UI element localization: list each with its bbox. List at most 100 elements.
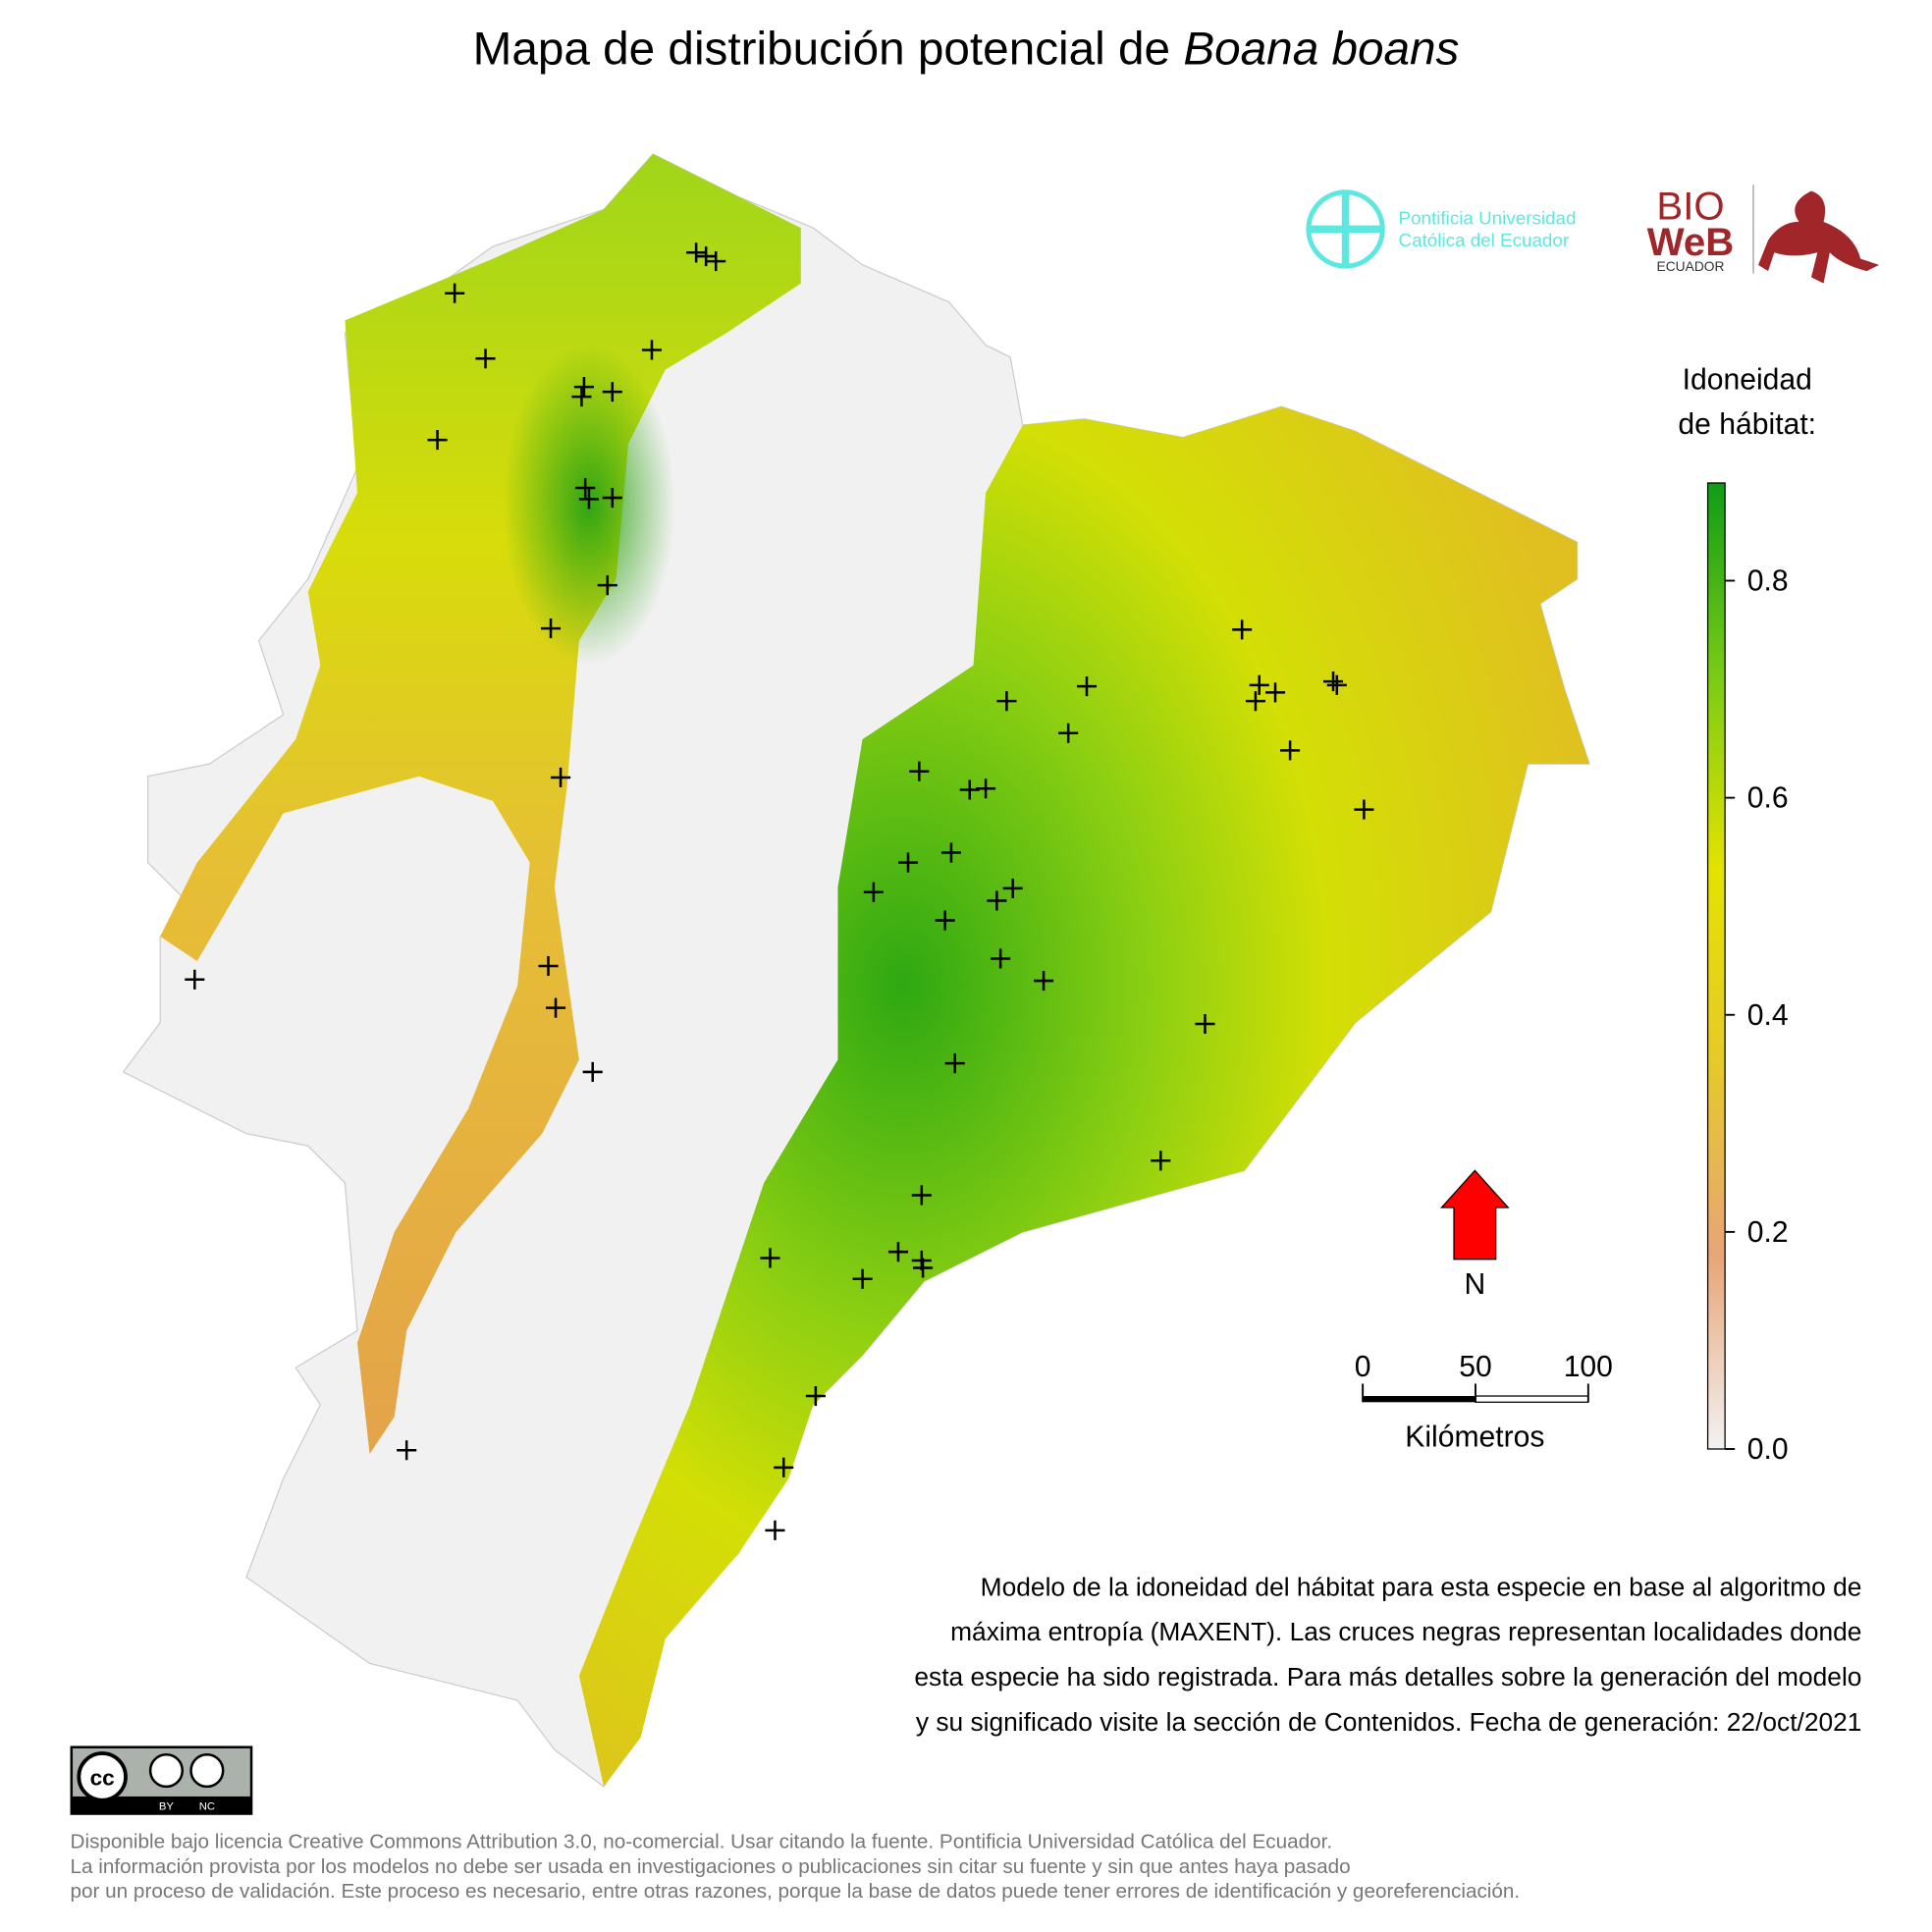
locality-cross (1322, 671, 1344, 692)
locality-cross (1058, 723, 1079, 743)
locality-cross (540, 618, 562, 639)
locality-cross (913, 1258, 934, 1278)
locality-cross (852, 1268, 873, 1289)
north-label: N (1464, 1268, 1485, 1301)
locality-cross (427, 430, 448, 451)
locality-cross (911, 1185, 932, 1206)
locality-cross (696, 246, 717, 267)
locality-cross (1151, 1151, 1171, 1171)
locality-cross (1264, 682, 1286, 703)
locality-cross (935, 910, 955, 931)
description-line: máxima entropía (MAXENT). Las cruces neg… (950, 1617, 1861, 1646)
locality-cross (991, 948, 1011, 969)
colorbar: Idoneidad de hábitat: 0.0 0.2 0.4 0.6 0.8 (1678, 364, 1816, 1466)
map-title: Mapa de distribución potencial de Boana … (473, 23, 1460, 75)
locality-cross (551, 767, 571, 788)
svg-text:cc: cc (90, 1766, 115, 1791)
badge-label: BY (159, 1801, 175, 1813)
license: Disponible bajo licencia Creative Common… (71, 1831, 1521, 1903)
locality-cross (475, 349, 496, 369)
scale-label: 100 (1564, 1351, 1613, 1383)
logo-bioweb: BIO WeB ECUADOR (1647, 184, 1880, 284)
locality-cross (1354, 799, 1374, 820)
locality-cross (571, 387, 592, 407)
suitability-east (578, 406, 1590, 1787)
colorbar-tick-label: 0.0 (1747, 1433, 1789, 1466)
locality-cross (996, 691, 1017, 712)
locality-cross (976, 778, 996, 799)
locality-cross (686, 242, 707, 263)
description-line: esta especie ha sido registrada. Para má… (914, 1662, 1861, 1691)
locality-cross (445, 283, 465, 303)
suitability-west (160, 153, 801, 1455)
description: Modelo de la idoneidad del hábitat para … (914, 1572, 1861, 1736)
frog-icon (1758, 190, 1880, 284)
locality-cross (909, 761, 930, 781)
locality-cross (706, 251, 726, 272)
title-species: Boana boans (1183, 23, 1459, 75)
title-text: Mapa de distribución potencial de (473, 23, 1170, 75)
locality-cross (546, 997, 566, 1018)
locality-cross (765, 1520, 785, 1540)
locality-cross (185, 969, 205, 990)
colorbar-tick-label: 0.2 (1747, 1216, 1789, 1249)
license-line: Disponible bajo licencia Creative Common… (71, 1831, 1333, 1853)
logo-text: Pontificia Universidad (1399, 207, 1577, 228)
locality-cross (578, 489, 599, 510)
locality-cross (1195, 1013, 1215, 1035)
logo-puce: Pontificia Universidad Católica del Ecua… (1306, 189, 1577, 269)
license-line: por un proceso de validación. Este proce… (71, 1880, 1521, 1903)
scale-bar: Kilómetros 0 50 100 (1355, 1351, 1613, 1454)
locality-cross (1245, 691, 1265, 712)
locality-cross (597, 575, 617, 596)
north-arrow: N (1440, 1169, 1510, 1301)
colorbar-tick-label: 0.6 (1747, 782, 1789, 815)
locality-cross (1002, 878, 1023, 898)
locality-cross (602, 488, 622, 509)
description-line: Modelo de la idoneidad del hábitat para … (981, 1572, 1862, 1601)
colorbar-ramp (1706, 482, 1726, 1450)
scale-unit: Kilómetros (1405, 1421, 1544, 1453)
locality-cross (582, 1061, 603, 1082)
locality-cross (573, 377, 594, 398)
license-line: La información provista por los modelos … (71, 1855, 1351, 1878)
locality-cross (940, 842, 961, 863)
scale-segment (1363, 1396, 1476, 1403)
locality-cross (1076, 676, 1098, 697)
map (122, 153, 1590, 1788)
scale-label: 0 (1355, 1351, 1371, 1383)
locality-cross (1034, 971, 1054, 992)
locality-cross (397, 1440, 417, 1461)
locality-cross (887, 1242, 909, 1262)
locality-cross (602, 382, 622, 402)
logo-text: BIO (1656, 184, 1724, 228)
locality-cross (987, 890, 1007, 911)
badge-label: NC (199, 1801, 215, 1813)
logo-text: ECUADOR (1657, 259, 1725, 274)
scale-segment (1475, 1395, 1589, 1403)
colorbar-tick-label: 0.8 (1747, 565, 1789, 598)
locality-cross (1232, 619, 1253, 640)
locality-cross (897, 852, 919, 873)
logo-text: Católica del Ecuador (1399, 230, 1570, 250)
colorbar-tick-label: 0.4 (1747, 999, 1789, 1032)
legend-title: de hábitat: (1678, 408, 1816, 441)
scale-label: 50 (1459, 1351, 1492, 1383)
cc-badge: cc BY NC (70, 1745, 253, 1815)
locality-cross (805, 1385, 826, 1407)
locality-cross (575, 477, 596, 499)
locality-cross (1249, 674, 1269, 695)
locality-cross (760, 1248, 780, 1268)
legend-title: Idoneidad (1683, 364, 1812, 397)
locality-cross (641, 340, 662, 360)
locality-cross (1326, 674, 1347, 695)
locality-cross (863, 882, 884, 902)
localities (185, 242, 1374, 1540)
logo-text: WeB (1647, 220, 1735, 264)
locality-cross (774, 1457, 794, 1477)
locality-cross (944, 1053, 965, 1074)
locality-cross (538, 955, 559, 977)
locality-cross (1280, 740, 1301, 761)
description-line: y su significado visite la sección de Co… (916, 1707, 1862, 1737)
